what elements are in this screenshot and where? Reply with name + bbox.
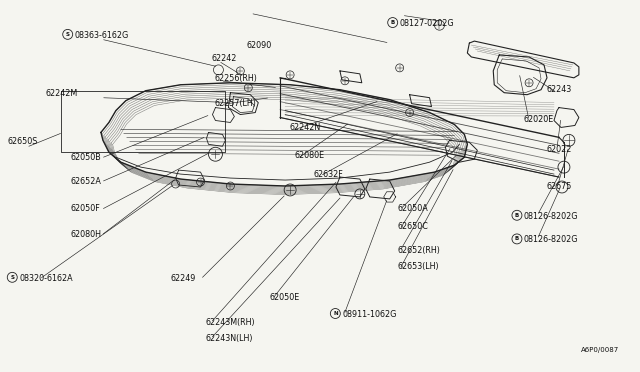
Text: 08127-0202G: 08127-0202G [399,19,454,28]
Text: 62050B: 62050B [70,153,101,162]
Text: 08126-8202G: 08126-8202G [524,212,579,221]
Text: B: B [515,237,519,241]
Text: 62242N: 62242N [289,123,321,132]
Text: 62050F: 62050F [70,203,100,213]
Text: 62050E: 62050E [269,293,300,302]
Text: 62653(LH): 62653(LH) [397,262,440,271]
Text: 62080E: 62080E [294,151,324,160]
Text: 62650C: 62650C [397,222,429,231]
Text: 08320-6162A: 08320-6162A [19,274,73,283]
Text: 62652A: 62652A [70,177,101,186]
Text: 62257(LH): 62257(LH) [215,99,257,108]
Text: 62675: 62675 [546,182,572,191]
Text: 62652(RH): 62652(RH) [397,246,440,255]
Text: N: N [333,311,338,316]
Text: 62632F: 62632F [314,170,344,179]
Text: B: B [515,213,519,218]
Text: 62249: 62249 [170,274,196,283]
Text: S: S [66,32,70,37]
Text: 62090: 62090 [246,41,272,50]
Text: 62256(RH): 62256(RH) [215,74,258,83]
Text: B: B [390,20,395,25]
Text: 62650S: 62650S [8,137,38,146]
Text: 62242: 62242 [212,54,237,63]
Text: 08911-1062G: 08911-1062G [342,310,397,319]
Text: 08126-8202G: 08126-8202G [524,235,579,244]
Text: 62020E: 62020E [524,115,554,124]
Text: 62242M: 62242M [46,89,78,98]
Text: 62243N(LH): 62243N(LH) [205,334,253,343]
Text: A6P0/0087: A6P0/0087 [580,347,619,353]
Text: 62080H: 62080H [70,230,101,239]
Text: 62243: 62243 [546,85,572,94]
Text: 08363-6162G: 08363-6162G [75,31,129,40]
Text: 62243M(RH): 62243M(RH) [205,318,255,327]
Text: 62022: 62022 [546,145,572,154]
Text: S: S [10,275,14,280]
Text: 62050A: 62050A [397,203,429,213]
